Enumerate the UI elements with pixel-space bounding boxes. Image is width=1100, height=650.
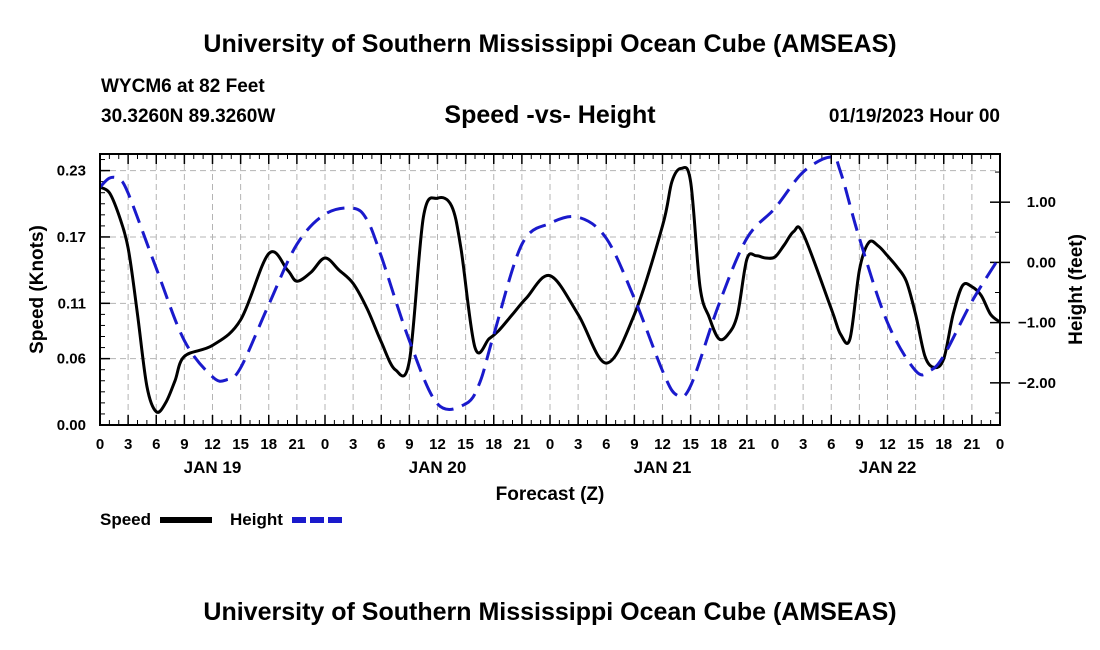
x-tick-label: 3 [799, 436, 807, 453]
ticks-layer [99, 154, 1010, 426]
x-tick-label: 9 [405, 436, 413, 453]
x-tick-label: 15 [682, 436, 699, 453]
x-tick-label: 6 [152, 436, 160, 453]
x-tick-label: 0 [996, 436, 1004, 453]
date-label: JAN 19 [184, 458, 242, 477]
tick-labels-layer: 0 3 6 9 12 15 18 21 0 3 6 9 12 15 18 21 0 3 6 9 12 15 18 21 0 3 6 9… [57, 163, 1056, 477]
y2-tick-label: −1.00 [1018, 315, 1056, 332]
x-tick-label: 3 [349, 436, 357, 453]
x-tick-label: 0 [321, 436, 329, 453]
station-label: WYCM6 at 82 Feet [101, 76, 265, 97]
x-tick-label: 9 [630, 436, 638, 453]
x-tick-label: 3 [124, 436, 132, 453]
x-tick-label: 12 [429, 436, 446, 453]
x-tick-label: 15 [457, 436, 474, 453]
x-tick-label: 12 [654, 436, 671, 453]
series-line-speed [99, 165, 1001, 414]
x-tick-label: 0 [771, 436, 779, 453]
date-label: JAN 22 [859, 458, 917, 477]
coordinates-label: 30.3260N 89.3260W [101, 106, 276, 127]
x-tick-label: 0 [96, 436, 104, 453]
x-axis-label: Forecast (Z) [496, 484, 605, 505]
x-tick-label: 18 [935, 436, 952, 453]
plot-frame [99, 153, 1001, 426]
x-tick-label: 12 [204, 436, 221, 453]
x-tick-label: 18 [485, 436, 502, 453]
y-tick-label: 0.17 [57, 229, 86, 246]
x-tick-label: 6 [827, 436, 835, 453]
x-tick-label: 9 [180, 436, 188, 453]
chart-title: University of Southern Mississippi Ocean… [203, 30, 897, 58]
x-tick-label: 0 [546, 436, 554, 453]
x-tick-label: 21 [514, 436, 531, 453]
y2-tick-label: −2.00 [1018, 375, 1056, 392]
y-axis-label: Speed (Knots) [27, 225, 48, 354]
x-tick-label: 15 [232, 436, 249, 453]
x-tick-label: 21 [964, 436, 981, 453]
date-label: JAN 21 [634, 458, 692, 477]
grid-layer [100, 154, 1000, 425]
x-tick-label: 18 [260, 436, 277, 453]
legend-speed-label: Speed [100, 510, 152, 529]
y-tick-label: 0.06 [57, 351, 86, 368]
y-tick-label: 0.23 [57, 163, 86, 180]
x-tick-label: 15 [907, 436, 924, 453]
x-tick-label: 21 [289, 436, 306, 453]
series-line-height [98, 155, 1002, 411]
x-tick-label: 21 [739, 436, 756, 453]
x-tick-label: 3 [574, 436, 582, 453]
chart-subtitle: Speed -vs- Height [444, 101, 656, 129]
y2-tick-label: 0.00 [1027, 254, 1056, 271]
x-tick-label: 12 [879, 436, 896, 453]
x-tick-label: 9 [855, 436, 863, 453]
footer-title: University of Southern Mississippi Ocean… [203, 598, 897, 626]
y-tick-label: 0.00 [57, 417, 86, 434]
y2-axis-label: Height (feet) [1066, 234, 1087, 345]
y-tick-label: 0.11 [58, 295, 86, 312]
x-tick-label: 6 [602, 436, 610, 453]
forecast-timestamp: 01/19/2023 Hour 00 [828, 106, 1000, 127]
date-label: JAN 20 [409, 458, 467, 477]
legend-height-label: Height [230, 510, 283, 529]
x-tick-label: 18 [710, 436, 727, 453]
x-tick-label: 6 [377, 436, 385, 453]
y2-tick-label: 1.00 [1027, 194, 1056, 211]
series-layer [98, 155, 1002, 414]
